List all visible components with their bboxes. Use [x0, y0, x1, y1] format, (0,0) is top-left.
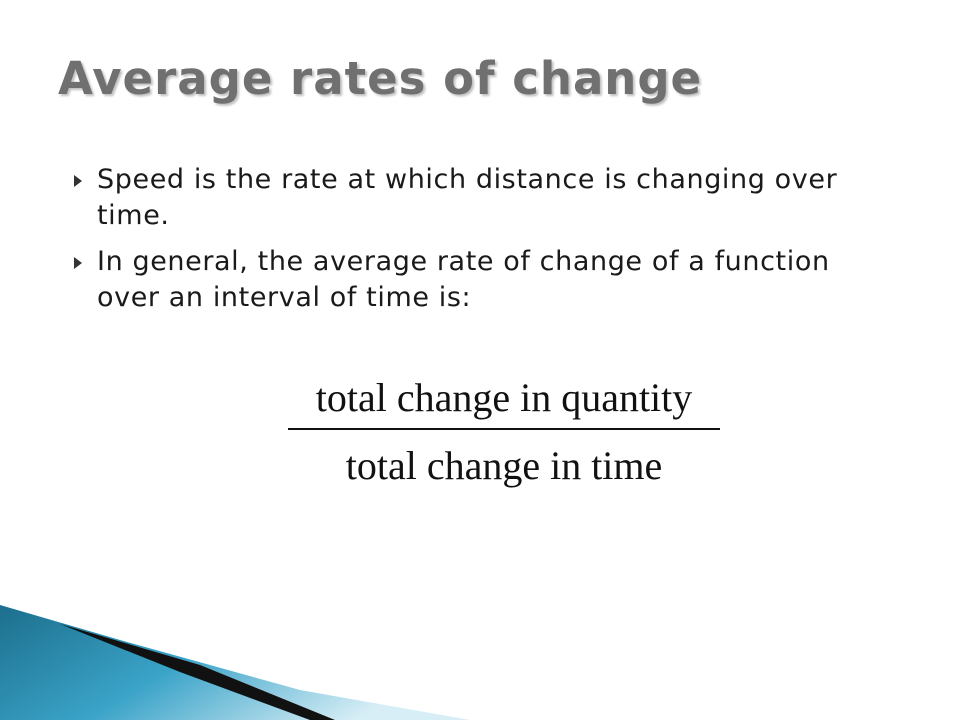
numerator: total change in quantity [315, 375, 693, 420]
swoosh-line [60, 624, 335, 720]
title: Average rates of change [58, 52, 703, 105]
swoosh [0, 605, 470, 720]
fraction: total change in quantity total change in… [288, 372, 720, 492]
bullet: Speed is the rate at which distance is c… [72, 162, 852, 234]
bullet-marker [74, 175, 82, 187]
bullet-text: Speed is the rate at which distance is c… [97, 164, 838, 231]
bullet: In general, the average rate of change o… [72, 244, 852, 316]
bullet-list: Speed is the rate at which distance is c… [72, 162, 852, 326]
denominator: total change in time [345, 443, 663, 488]
bullet-text: In general, the average rate of change o… [97, 246, 830, 313]
bullet-marker [74, 257, 82, 269]
fraction-bar [288, 428, 720, 430]
